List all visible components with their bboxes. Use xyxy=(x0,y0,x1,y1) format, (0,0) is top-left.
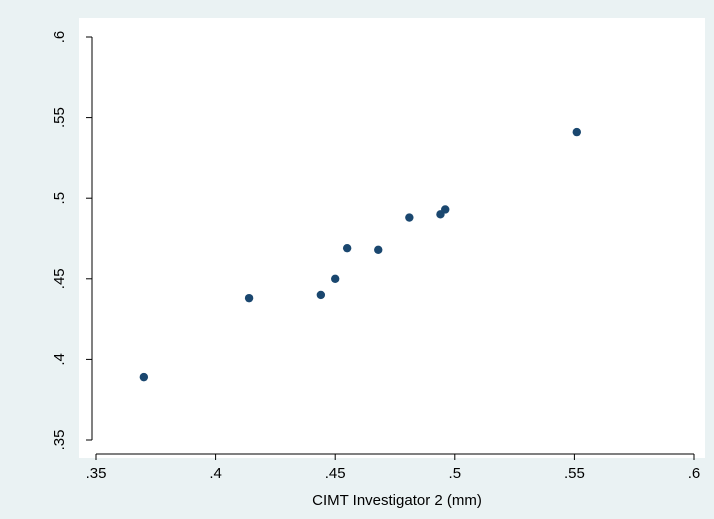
x-tick-label: .6 xyxy=(688,465,701,482)
data-point xyxy=(316,290,326,300)
y-tick-label: .6 xyxy=(51,31,68,44)
y-axis-ticks: .35 .4 .45 .5 .55 .6 xyxy=(51,31,92,451)
x-tick-label: .35 xyxy=(86,465,107,482)
x-tick-label: .5 xyxy=(449,465,462,482)
data-point xyxy=(342,243,352,253)
data-point xyxy=(374,245,383,254)
data-point xyxy=(139,372,149,382)
x-axis-ticks: .35 .4 .45 .5 .55 .6 xyxy=(86,454,701,482)
data-point xyxy=(331,274,340,283)
y-tick-label: .35 xyxy=(51,430,68,451)
y-tick-label: .5 xyxy=(51,192,68,205)
y-tick-label: .55 xyxy=(51,107,68,128)
data-point xyxy=(572,127,581,137)
plot-area xyxy=(79,18,705,458)
data-point xyxy=(405,213,414,222)
x-axis-title: CIMT Investigator 2 (mm) xyxy=(312,492,482,509)
x-tick-label: .4 xyxy=(209,465,222,482)
x-tick-label: .45 xyxy=(325,465,346,482)
data-point xyxy=(441,205,450,214)
y-tick-label: .4 xyxy=(51,353,68,366)
y-tick-label: .45 xyxy=(51,268,68,289)
data-point xyxy=(244,293,254,303)
x-tick-label: .55 xyxy=(564,465,585,482)
data-points xyxy=(139,127,581,382)
